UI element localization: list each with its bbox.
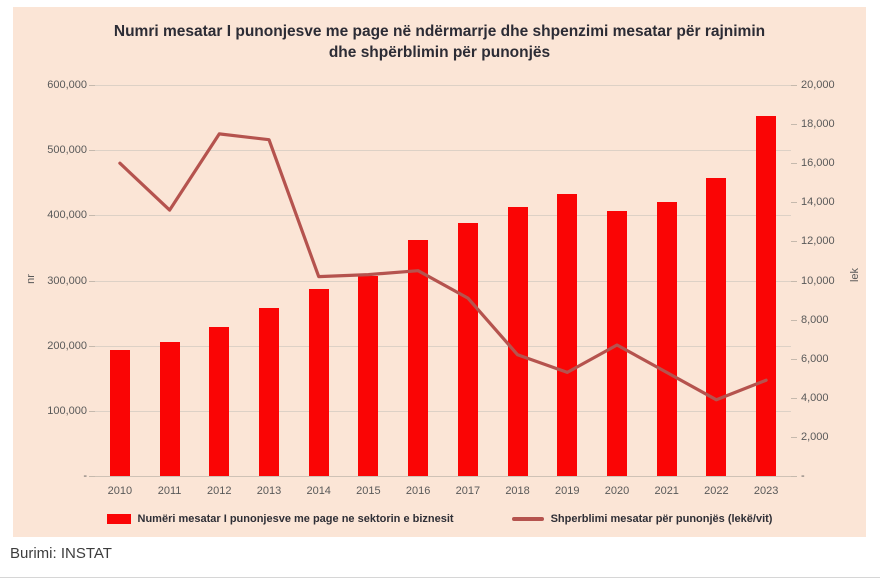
left-axis-tick-label: - [83,470,87,482]
bar-2015 [358,275,379,476]
chart-title: Numri mesatar I punonjesve me page në nd… [13,21,866,63]
bar-2018 [507,206,528,476]
source-caption: Burimi: INSTAT [10,545,112,562]
bar-2010 [109,349,130,476]
bar-2019 [557,194,578,476]
right-axis-tick-mark [791,397,797,399]
left-axis-tick-mark [89,476,95,477]
right-axis-tick-label: 16,000 [801,157,835,170]
bar-2021 [656,202,677,476]
x-axis-label-2014: 2014 [306,485,331,497]
x-axis-label-2017: 2017 [455,485,481,497]
right-axis-tick-mark [791,163,797,165]
x-axis-label-2016: 2016 [405,485,431,497]
x-axis-label-2011: 2011 [157,485,182,497]
left-axis-tick-label: 500,000 [47,144,87,157]
right-axis-tick-mark [791,280,797,282]
gridline [95,410,791,412]
gridline [95,85,791,86]
right-axis-tick-label: 4,000 [801,391,829,404]
legend: Numëri mesatar I punonjesve me page ne s… [13,513,866,525]
left-axis-tick-mark [89,410,95,412]
legend-item-bars: Numëri mesatar I punonjesve me page ne s… [106,513,454,525]
x-axis-label-2010: 2010 [107,485,133,497]
legend-item-line: Shperblimi mesatar për punonjës (lekë/vi… [511,513,773,525]
x-axis-label-2023: 2023 [753,485,779,497]
bar-series-label: Numëri mesatar I punonjesve me page ne s… [137,513,454,525]
right-axis-tick-label: - [801,470,805,482]
right-axis-tick-mark [791,202,797,204]
x-axis-label-2012: 2012 [207,485,232,497]
chart-title-line-2: dhe shpërblimin për punonjës [328,44,551,61]
bar-2011 [159,342,180,476]
chart-title-line-1: Numri mesatar I punonjesve me page në nd… [113,23,766,40]
right-axis-tick-mark [791,436,797,438]
line-series-swatch [511,517,544,521]
line-series [118,132,768,402]
x-axis-label-2021: 2021 [654,485,679,497]
left-axis-tick-mark [89,150,95,152]
right-axis-tick-label: 12,000 [801,235,835,248]
bar-2022 [706,177,727,476]
right-axis-tick-mark [791,241,797,243]
bar-2016 [408,240,429,476]
right-axis-tick-label: 8,000 [801,313,829,326]
right-axis-tick-label: 20,000 [801,79,835,91]
right-axis-tick-label: 2,000 [801,430,829,443]
bar-series-swatch [106,514,131,524]
right-axis-tick-label: 18,000 [801,118,835,131]
left-axis-tick-label: 100,000 [47,404,87,417]
left-axis-tick-mark [89,85,95,86]
right-axis-tick-mark [791,476,797,477]
right-axis-tick-mark [791,319,797,321]
left-axis-tick-label: 200,000 [47,339,87,352]
left-axis-tick-mark [89,280,95,282]
right-axis-tick-label: 6,000 [801,352,829,365]
bar-2014 [308,288,329,476]
left-axis-tick-label: 600,000 [47,79,87,91]
left-axis-tick-mark [89,345,95,347]
right-axis-tick-mark [791,124,797,126]
x-axis-label-2022: 2022 [704,485,729,497]
bar-2017 [457,223,478,476]
gridline [95,280,791,282]
chart-panel: Numri mesatar I punonjesve me page në nd… [13,7,866,537]
right-axis-tick-label: 10,000 [801,274,835,287]
bar-2013 [259,307,279,476]
right-axis-tick-mark [791,85,797,86]
bar-2023 [756,116,777,476]
x-axis-label-2018: 2018 [505,485,530,497]
right-axis-tick-label: 14,000 [801,196,835,209]
x-axis-label-2019: 2019 [555,485,580,497]
bar-2020 [607,210,627,476]
gridline [95,345,791,347]
plot-area [95,85,791,477]
x-axis-line [95,476,791,477]
left-axis-tick-mark [89,215,95,217]
line-series-label: Shperblimi mesatar për punonjës (lekë/vi… [550,513,773,525]
gridline [95,215,791,217]
left-axis-tick-label: 400,000 [47,209,87,222]
gridline [95,150,791,152]
left-axis-tick-label: 300,000 [47,274,87,287]
right-axis-tick-mark [791,358,797,360]
bottom-divider [0,577,880,578]
bar-2012 [209,327,230,476]
x-axis-label-2013: 2013 [256,485,282,497]
x-axis-label-2020: 2020 [604,485,630,497]
x-axis-label-2015: 2015 [356,485,381,497]
